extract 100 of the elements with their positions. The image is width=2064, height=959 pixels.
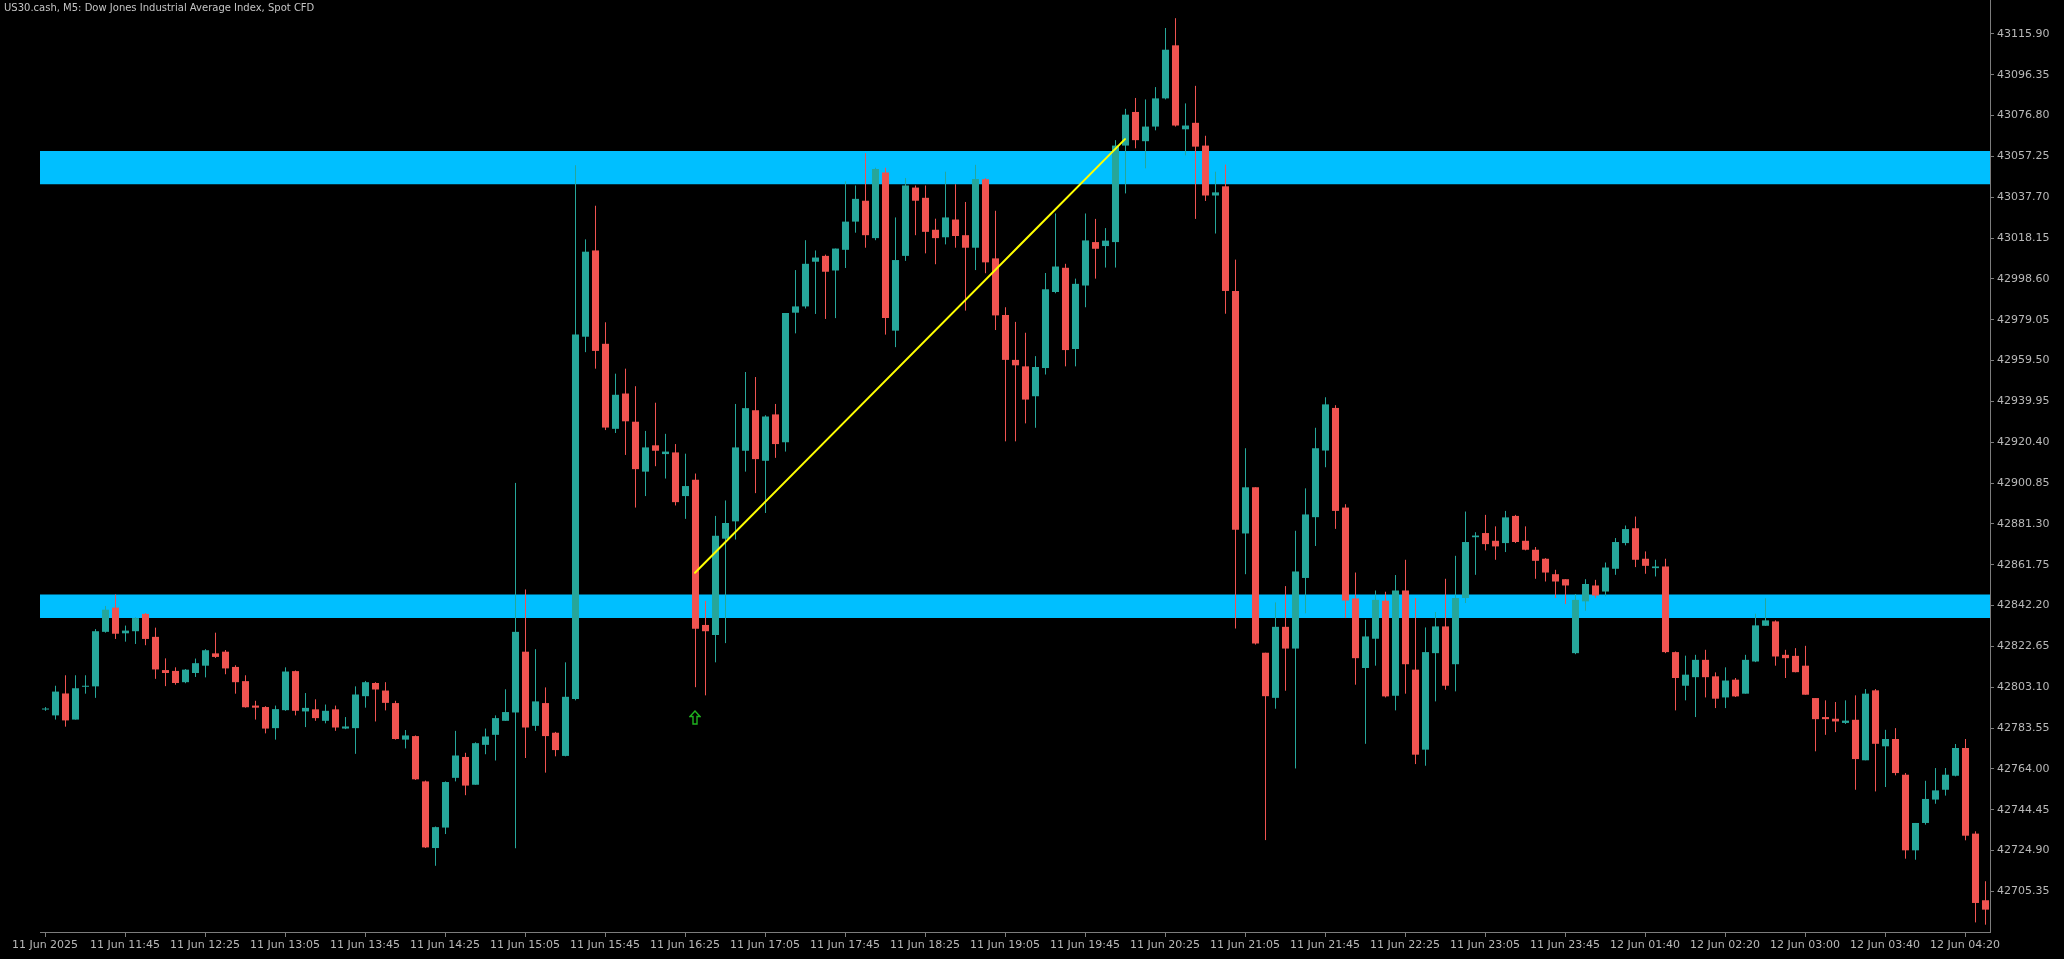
candlestick <box>1782 649 1789 679</box>
y-tick-label: 42764.00 <box>1997 761 2050 775</box>
candlestick <box>492 714 499 762</box>
chart-title: US30.cash, M5: Dow Jones Industrial Average Index, Spot CFD <box>4 2 315 13</box>
candlestick <box>1712 671 1719 709</box>
candlestick <box>1812 697 1819 752</box>
candlestick <box>322 704 329 724</box>
x-tick-label: 11 Jun 18:25 <box>890 938 960 952</box>
candlestick <box>482 728 489 755</box>
candlestick <box>502 688 509 722</box>
candlestick <box>232 664 239 695</box>
candlestick <box>1702 649 1709 698</box>
x-tick-label: 11 Jun 15:45 <box>570 938 640 952</box>
x-tick-label: 12 Jun 01:40 <box>1610 938 1680 952</box>
y-tick-label: 42881.30 <box>1997 516 2050 530</box>
candlestick <box>1532 546 1539 580</box>
candlestick <box>1212 171 1219 235</box>
x-tick-label: 11 Jun 11:45 <box>90 938 160 952</box>
y-tick-label: 42842.20 <box>1997 598 2050 612</box>
y-tick-label: 43076.80 <box>1997 108 2050 122</box>
x-tick-label: 11 Jun 17:05 <box>730 938 800 952</box>
x-tick-label: 11 Jun 12:25 <box>170 938 240 952</box>
candlestick <box>1792 647 1799 673</box>
x-tick-label: 11 Jun 23:05 <box>1450 938 1520 952</box>
candlestick <box>912 184 919 236</box>
y-tick-label: 42979.05 <box>1997 312 2050 326</box>
candlestick <box>1142 98 1149 169</box>
candlestick <box>832 248 839 319</box>
y-tick-label: 42803.10 <box>1997 680 2050 694</box>
y-tick-label: 42959.50 <box>1997 353 2050 367</box>
candlestick <box>1732 677 1739 698</box>
candlestick <box>822 254 829 320</box>
x-tick-label: 11 Jun 21:05 <box>1210 938 1280 952</box>
candlestick <box>1542 557 1549 583</box>
candlestick <box>702 600 709 696</box>
candlestick <box>1622 525 1629 546</box>
candlestick <box>1582 578 1589 612</box>
candlestick <box>652 402 659 467</box>
candlestick <box>1932 767 1939 805</box>
candlestick <box>962 201 969 312</box>
y-tick-label: 43115.90 <box>1997 26 2050 40</box>
x-tick-label: 11 Jun 23:45 <box>1530 938 1600 952</box>
y-tick-label: 42822.65 <box>1997 639 2050 653</box>
x-tick-label: 11 Jun 19:05 <box>970 938 1040 952</box>
y-tick-label: 42998.60 <box>1997 271 2050 285</box>
candlestick <box>1692 654 1699 718</box>
x-tick-label: 11 Jun 2025 <box>11 938 79 952</box>
candlestick <box>452 730 459 782</box>
candlestick <box>262 705 269 734</box>
candlestick <box>812 249 819 315</box>
candlestick <box>1592 579 1599 599</box>
candlestick <box>162 657 169 687</box>
x-tick-label: 12 Jun 04:20 <box>1930 938 2000 952</box>
candlestick <box>332 705 339 732</box>
candlestick <box>1552 569 1559 599</box>
x-tick-label: 11 Jun 13:05 <box>250 938 320 952</box>
x-tick-label: 11 Jun 19:45 <box>1050 938 1120 952</box>
candlestick <box>1682 655 1689 701</box>
y-tick-label: 42920.40 <box>1997 435 2050 449</box>
candlestick <box>552 731 559 757</box>
x-tick-label: 11 Jun 22:25 <box>1370 938 1440 952</box>
x-tick-label: 11 Jun 16:25 <box>650 938 720 952</box>
candlestick <box>1012 321 1019 442</box>
candlestick <box>252 700 259 721</box>
x-tick-label: 11 Jun 21:45 <box>1290 938 1360 952</box>
candlestick <box>1722 666 1729 709</box>
y-tick-label: 42861.75 <box>1997 557 2050 571</box>
candlestick <box>932 218 939 265</box>
candlestick <box>212 632 219 659</box>
x-tick-label: 11 Jun 14:25 <box>410 938 480 952</box>
candlestick <box>1192 85 1199 220</box>
y-tick-label: 42724.90 <box>1997 843 2050 857</box>
candlestick <box>1492 525 1499 561</box>
candlestick <box>272 705 279 741</box>
candlestick <box>1942 767 1949 797</box>
candlestick <box>1562 578 1569 605</box>
candlestick <box>852 184 859 234</box>
candlestick <box>402 729 409 749</box>
x-tick-label: 12 Jun 03:40 <box>1850 938 1920 952</box>
candlestick <box>722 499 729 644</box>
candlestick <box>132 616 139 645</box>
x-tick-label: 11 Jun 15:05 <box>490 938 560 952</box>
y-tick-label: 42705.35 <box>1997 884 2050 898</box>
candlestick <box>1822 699 1829 736</box>
y-tick-label: 43057.25 <box>1997 149 2050 163</box>
x-tick-label: 11 Jun 13:45 <box>330 938 400 952</box>
y-tick-label: 43096.35 <box>1997 67 2050 81</box>
candlestick <box>362 680 369 709</box>
candlestick <box>1482 514 1489 551</box>
candlestick <box>1762 597 1769 627</box>
y-tick-label: 42900.85 <box>1997 475 2050 489</box>
candlestick <box>1982 880 1989 926</box>
candlestick <box>1102 227 1109 269</box>
candlestick <box>312 698 319 722</box>
candlestick <box>202 648 209 678</box>
candlestick <box>432 826 439 867</box>
candlestick <box>82 674 89 695</box>
candlestick <box>102 605 109 634</box>
candlestick <box>1282 585 1289 692</box>
y-tick-label: 42783.55 <box>1997 720 2050 734</box>
